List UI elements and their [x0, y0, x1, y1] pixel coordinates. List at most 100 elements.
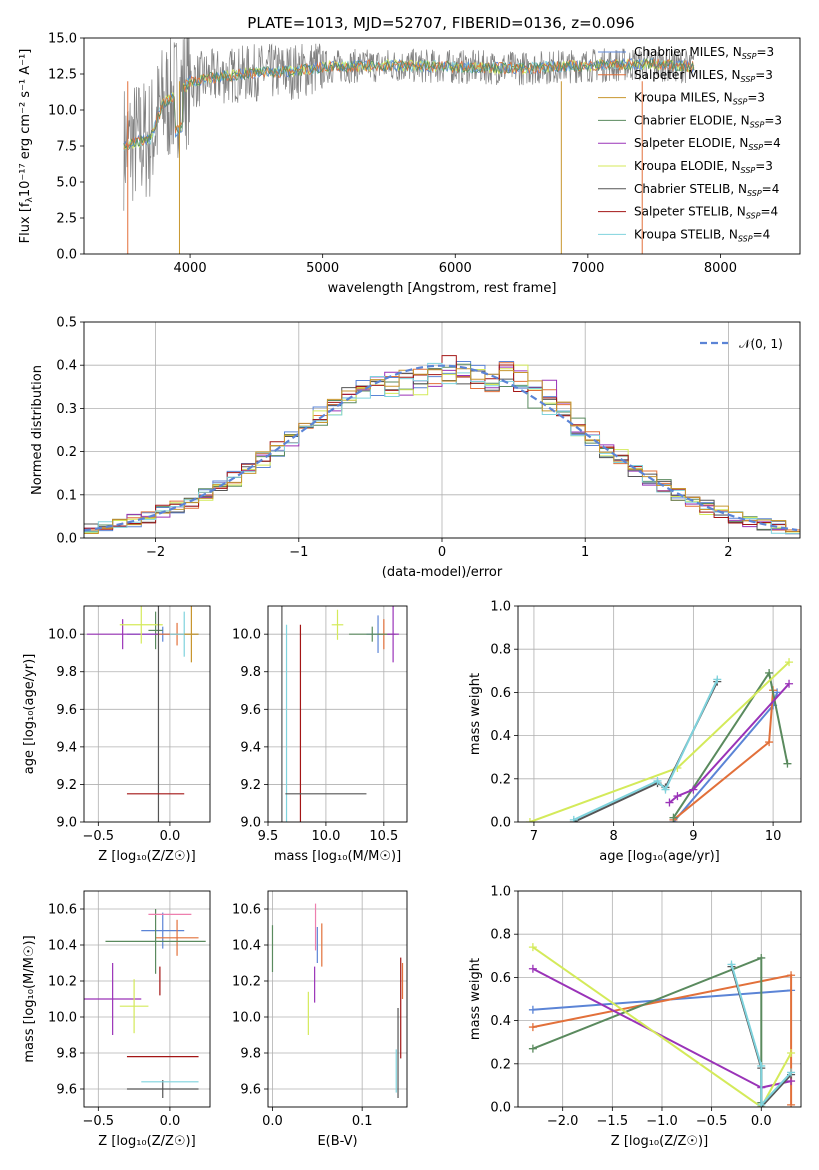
- y-axis-label: mass weight: [468, 673, 483, 755]
- legend-sub: SSP: [747, 189, 762, 198]
- y-label-part: 10⁻¹⁷ erg cm⁻² s⁻¹ A⁻¹]: [18, 49, 33, 198]
- x-axis-label: mass [log₁₀(M/M☉)]: [274, 849, 401, 864]
- y-tick-label: 0.1: [56, 488, 77, 503]
- legend-entry: Salpeter STELIB, NSSP=4: [634, 205, 778, 221]
- mass-weight-marker: [757, 1100, 766, 1107]
- panel-age-vs-mass: 9.5 10.0 10.5 9.0 9.2 9.4 9.6 9.8 10.0 mass [log₁…: [232, 605, 408, 864]
- legend-tail: =4: [760, 205, 778, 219]
- mass-weight-line: [532, 989, 792, 1011]
- legend-tail: =3: [747, 91, 765, 105]
- spectrum-data-line: [123, 38, 695, 211]
- mass-weight-marker: [787, 1068, 796, 1077]
- mass-weight-line: [672, 670, 789, 819]
- x-tick-label: −2: [146, 545, 165, 560]
- y-tick-label: 10.0: [48, 628, 77, 643]
- mass-weight-marker: [713, 675, 722, 684]
- mass-weight-marker: [653, 776, 662, 785]
- y-tick-label: 9.6: [56, 1083, 77, 1098]
- y-tick-label: 1.0: [490, 885, 511, 900]
- y-tick-label: 0.0: [490, 816, 511, 831]
- x-axis-label: wavelength [Angstrom, rest frame]: [328, 281, 557, 296]
- y-tick-label: 0.2: [490, 772, 511, 787]
- mass-weight-line: [730, 964, 792, 1107]
- x-tick-label: 6000: [439, 261, 472, 276]
- legend-sub: SSP: [748, 143, 763, 152]
- y-tick-label: 10.6: [232, 903, 261, 918]
- x-tick-label: 4000: [174, 261, 207, 276]
- mass-weight-marker: [765, 738, 774, 747]
- y-tick-label: 0.0: [56, 248, 77, 263]
- mass-weight-marker: [528, 943, 537, 952]
- y-tick-label: 9.8: [240, 1047, 261, 1062]
- y-tick-label: 9.2: [56, 778, 77, 793]
- y-tick-label: 0.8: [490, 928, 511, 943]
- mass-weight-line: [532, 946, 792, 1107]
- x-tick-label: 0.0: [751, 1114, 772, 1129]
- x-tick-label: −2.0: [547, 1114, 579, 1129]
- x-axis-label: Z [log₁₀(Z/Z☉)]: [98, 1134, 195, 1149]
- y-tick-label: 1.0: [490, 600, 511, 615]
- legend-entry: Salpeter ELODIE, NSSP=4: [634, 136, 781, 152]
- y-tick-label: 0.6: [490, 971, 511, 986]
- legend-sub: SSP: [738, 234, 753, 243]
- y-axis-label: mass weight: [468, 958, 483, 1040]
- axes-frame: [83, 605, 211, 823]
- y-tick-label: 10.0: [48, 1011, 77, 1026]
- legend-entry: Kroupa ELODIE, NSSP=3: [634, 159, 773, 175]
- mass-weight-marker: [528, 1023, 537, 1032]
- panel-age-vs-Z: −0.5 0.0 9.0 9.2 9.4 9.6 9.8 10.0 Z [log₁₀(Z/Z☉)…: [22, 605, 211, 864]
- mass-weight-marker: [757, 1061, 766, 1070]
- x-tick-label: 7000: [571, 261, 604, 276]
- mass-weight-marker: [765, 668, 774, 677]
- mass-weight-marker: [528, 1044, 537, 1053]
- x-axis-label: age [log₁₀(age/yr)]: [599, 849, 720, 864]
- legend-sub: SSP: [733, 98, 748, 107]
- plot-area: [123, 38, 695, 254]
- x-tick-label: −0.5: [83, 829, 115, 844]
- mass-weight-marker: [669, 813, 678, 822]
- legend-name: Salpeter ELODIE, N: [634, 136, 748, 150]
- y-label-part: Flux [f: [18, 202, 33, 243]
- plot-area: [86, 606, 199, 822]
- x-tick-label: 8: [610, 829, 618, 844]
- x-tick-label: 2: [724, 545, 732, 560]
- mass-weight-marker: [525, 818, 534, 822]
- y-tick-label: 0.4: [56, 359, 77, 374]
- plot-area: [281, 606, 399, 822]
- x-tick-label: −1: [289, 545, 308, 560]
- y-tick-label: 9.8: [56, 1047, 77, 1062]
- panel-spectrum: 4000 5000 6000 7000 8000 0.0 2.5 5.0 7.5 10.0 12.5…: [18, 32, 801, 296]
- y-tick-label: 12.5: [48, 68, 77, 83]
- mass-weight-marker: [787, 1100, 796, 1107]
- legend-name: Kroupa STELIB, N: [634, 227, 738, 241]
- legend-sub: SSP: [741, 166, 756, 175]
- y-tick-label: 10.2: [48, 975, 77, 990]
- legend-name: Salpeter STELIB, N: [634, 205, 746, 219]
- axes-frame: [517, 605, 802, 823]
- legend-sub: SSP: [750, 120, 765, 129]
- x-axis-label: Z [log₁₀(Z/Z☉)]: [611, 1134, 708, 1149]
- legend-entry: Chabrier MILES, NSSP=3: [634, 45, 774, 61]
- plot-area: [525, 658, 794, 822]
- y-tick-label: 9.0: [56, 816, 77, 831]
- mass-weight-marker: [783, 759, 792, 768]
- mass-weight-line: [529, 661, 790, 822]
- y-tick-label: 9.6: [240, 1083, 261, 1098]
- histogram-series: [84, 368, 800, 534]
- legend-tail: =3: [764, 113, 782, 127]
- mass-weight-line: [573, 678, 719, 821]
- y-tick-label: 9.4: [56, 740, 77, 755]
- legend-entry: Kroupa MILES, NSSP=3: [634, 91, 765, 107]
- x-tick-label: 0: [438, 545, 446, 560]
- y-axis-label: Normed distribution: [30, 365, 45, 495]
- y-tick-label: 0.0: [490, 1101, 511, 1116]
- y-axis-label: age [log₁₀(age/yr)]: [22, 654, 37, 775]
- mass-weight-marker: [787, 971, 796, 980]
- legend-tail: =3: [755, 159, 773, 173]
- spectrum-model-line: [123, 58, 695, 151]
- legend-tail: =3: [755, 68, 773, 82]
- axes-frame: [267, 605, 408, 823]
- y-tick-label: 10.0: [48, 104, 77, 119]
- y-tick-label: 9.6: [56, 703, 77, 718]
